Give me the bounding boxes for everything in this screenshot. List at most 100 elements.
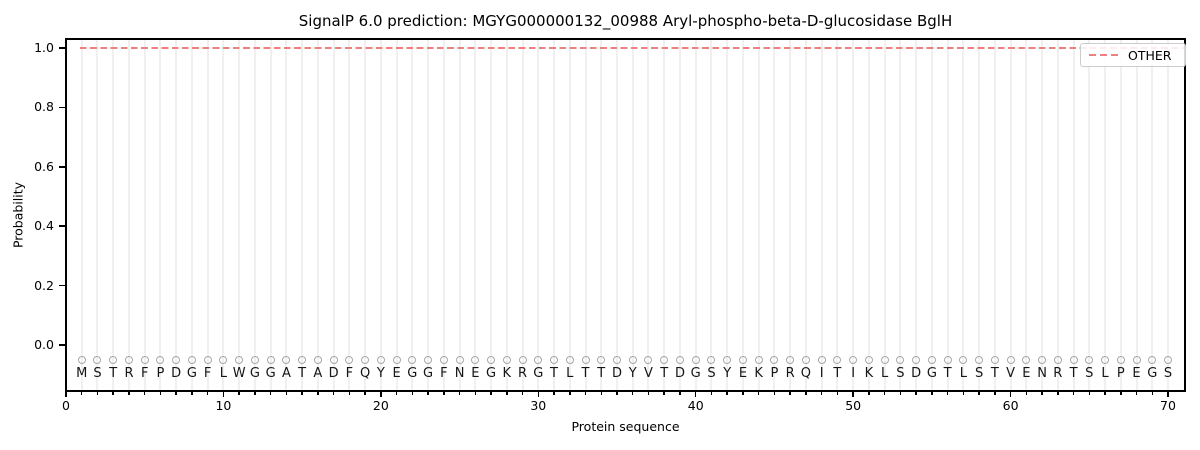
residue-marker	[912, 356, 921, 364]
residue-gridline	[332, 40, 335, 390]
residue-marker	[109, 356, 118, 364]
residue-marker	[675, 356, 684, 364]
x-minor-tick	[143, 392, 146, 395]
sequence-letter: R	[124, 366, 134, 381]
x-tick-label: 40	[687, 398, 704, 413]
x-tick-label: 20	[372, 398, 389, 413]
residue-gridline	[993, 40, 996, 390]
residue-gridline	[1088, 40, 1091, 390]
residue-marker	[1132, 356, 1141, 364]
sequence-letter: T	[550, 366, 559, 381]
x-minor-tick	[317, 392, 319, 395]
residue-marker	[313, 356, 322, 364]
residue-gridline	[505, 40, 508, 390]
residue-gridline	[836, 40, 839, 390]
residue-gridline	[741, 40, 744, 390]
x-tick-label: 50	[845, 398, 862, 413]
residue-gridline	[222, 40, 225, 390]
x-minor-tick	[301, 392, 303, 395]
sequence-letter: T	[990, 366, 999, 381]
residue-marker	[565, 356, 574, 364]
residue-gridline	[852, 40, 855, 390]
sequence-letter: E	[1022, 366, 1031, 381]
x-minor-tick	[80, 392, 83, 395]
y-tick	[59, 106, 65, 109]
residue-marker	[392, 356, 401, 364]
residue-marker	[487, 356, 496, 364]
sequence-letter: S	[974, 366, 984, 381]
sequence-letter: K	[502, 366, 512, 381]
residue-gridline	[348, 40, 351, 390]
sequence-letter: S	[1085, 366, 1094, 381]
residue-marker	[644, 356, 653, 364]
x-minor-tick	[994, 392, 996, 395]
x-minor-tick	[1025, 392, 1028, 395]
residue-marker	[880, 356, 889, 364]
residue-gridline	[647, 40, 650, 390]
residue-marker	[172, 356, 181, 364]
legend-label: OTHER	[1128, 47, 1172, 63]
residue-gridline	[1104, 40, 1107, 390]
residue-gridline	[253, 40, 256, 390]
sequence-letter: R	[518, 366, 528, 381]
sequence-letter: D	[328, 366, 339, 381]
residue-marker	[1164, 356, 1172, 364]
residue-marker	[896, 356, 905, 364]
x-minor-tick	[1041, 392, 1043, 395]
residue-gridline	[1135, 40, 1138, 390]
residue-gridline	[584, 40, 587, 390]
residue-marker	[943, 356, 952, 364]
sequence-letter: T	[581, 366, 590, 381]
residue-gridline	[757, 40, 760, 390]
sequence-letter: S	[93, 366, 102, 381]
residue-marker	[329, 356, 338, 364]
x-minor-tick	[443, 392, 445, 395]
residue-gridline	[710, 40, 713, 390]
residue-gridline	[804, 40, 807, 390]
x-minor-tick	[931, 392, 933, 395]
legend: OTHER	[1080, 43, 1186, 67]
residue-marker	[1116, 356, 1125, 364]
x-minor-tick	[946, 392, 949, 395]
residue-gridline	[474, 40, 477, 390]
x-minor-tick	[679, 392, 681, 395]
residue-marker	[361, 356, 370, 364]
residue-marker	[266, 356, 275, 364]
residue-gridline	[427, 40, 430, 390]
x-minor-tick	[962, 392, 965, 395]
residue-marker	[187, 356, 196, 364]
residue-marker	[534, 356, 543, 364]
residue-marker	[707, 356, 716, 364]
sequence-letter: I	[819, 366, 824, 381]
residue-marker	[93, 356, 102, 364]
y-tick	[59, 284, 65, 287]
sequence-letter: P	[156, 366, 165, 381]
sequence-letter: L	[881, 366, 889, 381]
sequence-letter: T	[597, 366, 606, 381]
residue-gridline	[789, 40, 792, 390]
x-minor-tick	[1135, 392, 1138, 395]
residue-gridline	[1119, 40, 1122, 390]
sequence-letter: T	[660, 366, 669, 381]
x-minor-tick	[789, 392, 791, 395]
residue-gridline	[631, 40, 634, 390]
x-minor-tick	[757, 392, 760, 395]
residue-gridline	[930, 40, 933, 390]
residue-marker	[518, 356, 527, 364]
residue-marker	[439, 356, 448, 364]
y-tick	[59, 47, 65, 49]
residue-marker	[613, 356, 621, 364]
sequence-letter: P	[770, 366, 779, 381]
sequence-letter: G	[265, 366, 276, 381]
sequence-letter: F	[440, 366, 448, 381]
residue-marker	[849, 356, 858, 364]
sequence-letter: E	[392, 366, 401, 381]
residue-gridline	[1009, 40, 1012, 390]
residue-gridline	[678, 40, 681, 390]
x-tick-label: 60	[1002, 398, 1019, 413]
residue-gridline	[616, 40, 618, 390]
residue-gridline	[175, 40, 178, 390]
residue-marker	[250, 356, 259, 364]
x-axis-label: Protein sequence	[571, 419, 680, 434]
residue-gridline	[159, 40, 162, 390]
